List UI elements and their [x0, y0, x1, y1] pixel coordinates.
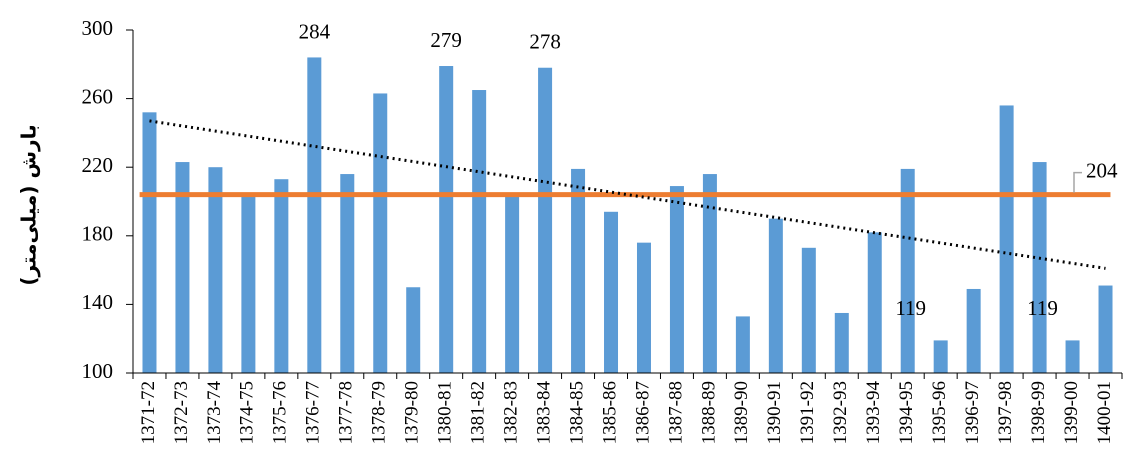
bar — [604, 211, 619, 373]
x-tick-label: 1383-84 — [533, 381, 554, 445]
bar — [933, 340, 948, 373]
x-tick-label: 1386-87 — [632, 381, 653, 444]
bar — [439, 66, 454, 373]
x-tick-label: 1377-78 — [336, 381, 357, 444]
x-tick-label: 1388-89 — [698, 381, 719, 444]
bar — [735, 316, 750, 373]
bar — [867, 232, 882, 373]
mean-label: 204 — [1086, 158, 1118, 182]
x-tick-label: 1374-75 — [237, 381, 258, 444]
x-tick-label: 1375-76 — [270, 381, 291, 444]
x-tick-label: 1378-79 — [369, 381, 390, 444]
bar — [373, 93, 388, 373]
x-tick-label: 1371-72 — [138, 381, 159, 444]
x-tick-label: 1372-73 — [171, 381, 192, 444]
y-tick-label: 140 — [82, 290, 114, 314]
bar — [538, 67, 553, 373]
bar — [142, 112, 157, 373]
bar — [1032, 162, 1047, 373]
bar — [340, 174, 355, 373]
x-tick-label: 1396-97 — [962, 381, 983, 444]
bar — [505, 194, 520, 373]
y-tick-label: 100 — [82, 359, 114, 383]
bar — [472, 90, 487, 374]
x-tick-label: 1395-96 — [929, 381, 950, 444]
y-tick-label: 180 — [82, 222, 114, 246]
x-tick-label: 1380-81 — [435, 381, 456, 444]
bar — [900, 168, 915, 373]
bar — [406, 287, 421, 373]
bar — [999, 105, 1014, 374]
x-tick-label: 1373-74 — [204, 381, 225, 445]
bar — [768, 218, 783, 373]
y-axis-label: بارش (میلی‌متر) — [17, 124, 41, 285]
x-tick-label: 1399-00 — [1061, 381, 1082, 444]
x-tick-label: 1384-85 — [566, 381, 587, 444]
x-tick-label: 1389-90 — [731, 381, 752, 444]
x-tick-label: 1392-93 — [830, 381, 851, 444]
y-tick-label: 300 — [82, 16, 114, 40]
x-tick-label: 1393-94 — [863, 381, 884, 445]
x-tick-label: 1394-95 — [896, 381, 917, 444]
value-label: 279 — [430, 28, 462, 52]
y-tick-label: 220 — [82, 153, 114, 177]
bar — [274, 179, 289, 373]
x-tick-label: 1382-83 — [500, 381, 521, 444]
bar — [669, 186, 684, 373]
value-label: 278 — [529, 30, 561, 54]
x-tick-label: 1381-82 — [468, 381, 489, 444]
value-label: 284 — [299, 19, 331, 43]
value-label: 119 — [895, 296, 926, 320]
bar — [834, 312, 849, 373]
x-tick-label: 1400-01 — [1094, 381, 1115, 444]
bar — [571, 168, 586, 373]
x-tick-label: 1379-80 — [402, 381, 423, 444]
bar — [208, 167, 223, 373]
bar — [702, 174, 717, 373]
bar — [801, 247, 816, 373]
x-tick-label: 1390-91 — [764, 381, 785, 444]
value-label: 119 — [1027, 296, 1058, 320]
x-tick-label: 1398-99 — [1028, 381, 1049, 444]
leader-line — [1073, 171, 1082, 193]
bar — [307, 57, 322, 373]
bar — [175, 162, 190, 373]
bar — [1098, 285, 1113, 373]
bar — [966, 288, 981, 373]
bar — [241, 194, 256, 373]
x-tick-label: 1397-98 — [995, 381, 1016, 444]
bar — [636, 242, 651, 373]
y-tick-label: 260 — [82, 84, 114, 108]
x-tick-label: 1391-92 — [797, 381, 818, 444]
bar — [1065, 340, 1080, 373]
x-tick-label: 1376-77 — [303, 381, 324, 444]
x-tick-label: 1385-86 — [599, 381, 620, 444]
x-tick-label: 1387-88 — [665, 381, 686, 444]
